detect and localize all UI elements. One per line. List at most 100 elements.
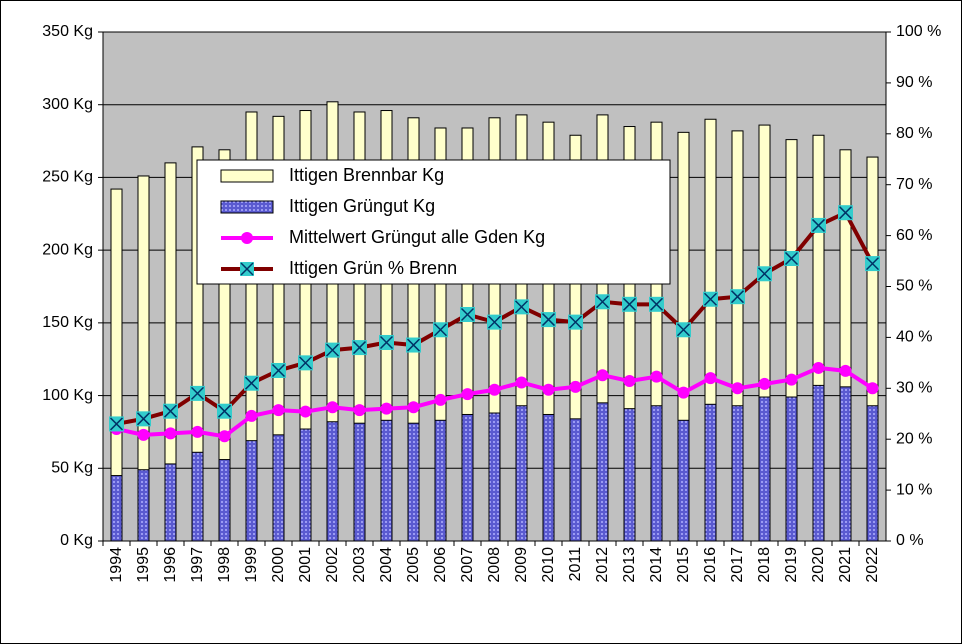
y-tick-label: 200 Kg <box>42 241 93 258</box>
y2-tick-label: 40 % <box>896 329 932 346</box>
x-tick-label: 2004 <box>378 547 395 583</box>
marker-x <box>460 307 475 322</box>
marker-x <box>541 313 556 327</box>
y2-tick-label: 50 % <box>896 278 932 295</box>
bar <box>488 412 501 542</box>
x-tick-label: 2014 <box>648 547 665 583</box>
bar <box>245 440 258 542</box>
x-tick-label: 2016 <box>702 547 719 583</box>
bar <box>731 405 744 542</box>
marker <box>677 386 690 399</box>
marker-x <box>676 323 691 337</box>
marker-x <box>784 251 799 266</box>
marker <box>326 401 339 414</box>
x-tick-label: 2011 <box>567 547 584 582</box>
x-tick-label: 2001 <box>297 547 314 583</box>
marker <box>839 364 852 377</box>
x-tick-label: 1995 <box>135 547 152 583</box>
marker-x <box>406 338 421 352</box>
legend-label: Mittelwert Grüngut alle Gden Kg <box>289 227 545 247</box>
legend-box <box>196 159 671 285</box>
bar <box>191 451 204 542</box>
bar <box>866 405 879 542</box>
bar <box>353 422 366 542</box>
legend-swatch <box>220 200 274 214</box>
marker <box>569 380 582 393</box>
marker-x <box>136 412 151 426</box>
x-tick-label: 2009 <box>513 547 530 583</box>
marker-x <box>244 376 259 390</box>
marker <box>542 383 555 396</box>
y-tick-label: 250 Kg <box>42 169 93 186</box>
x-tick-label: 2015 <box>675 547 692 583</box>
bar <box>542 413 555 542</box>
marker-x <box>163 404 178 418</box>
y2-tick-label: 100 % <box>896 23 941 40</box>
y2-tick-label: 90 % <box>896 74 932 91</box>
x-tick-label: 1998 <box>216 547 233 583</box>
x-tick-label: 1996 <box>162 547 179 583</box>
bar <box>380 419 393 542</box>
x-tick-label: 2012 <box>594 547 611 583</box>
x-tick-label: 2020 <box>810 547 827 583</box>
x-tick-label: 2005 <box>405 547 422 583</box>
bar <box>110 475 123 542</box>
bar <box>623 408 636 542</box>
marker <box>164 427 177 440</box>
marker-x <box>352 341 367 355</box>
marker <box>785 373 798 386</box>
bar <box>596 402 609 542</box>
y-tick-label: 100 Kg <box>42 387 93 404</box>
marker-x <box>325 343 340 357</box>
marker-x <box>838 206 853 220</box>
marker-x <box>730 290 745 304</box>
bar <box>326 421 339 542</box>
y-tick-label: 0 Kg <box>60 532 93 549</box>
x-tick-label: 1997 <box>189 547 206 583</box>
x-tick-label: 2018 <box>756 547 773 583</box>
marker-x <box>622 297 637 311</box>
bar <box>812 384 825 542</box>
y2-tick-label: 60 % <box>896 227 932 244</box>
bar <box>839 386 852 542</box>
legend-marker-x <box>240 262 254 276</box>
marker-x <box>433 323 448 337</box>
bar <box>407 422 420 542</box>
x-tick-label: 2002 <box>324 547 341 583</box>
marker <box>353 404 366 417</box>
bar <box>650 405 663 542</box>
x-tick-label: 2022 <box>864 547 881 583</box>
y2-tick-label: 30 % <box>896 380 932 397</box>
x-tick-label: 2019 <box>783 547 800 583</box>
y-tick-label: 350 Kg <box>42 23 93 40</box>
marker <box>758 377 771 390</box>
marker-x <box>514 300 529 314</box>
marker <box>515 376 528 389</box>
x-tick-label: 2003 <box>351 547 368 583</box>
bar <box>569 418 582 542</box>
marker-x <box>811 218 826 232</box>
marker <box>218 430 231 443</box>
marker-x <box>379 335 394 350</box>
y-tick-label: 300 Kg <box>42 96 93 113</box>
legend-label: Ittigen Brennbar Kg <box>289 165 444 185</box>
legend-label: Ittigen Grün % Brenn <box>289 258 457 278</box>
x-tick-label: 2017 <box>729 547 746 583</box>
x-tick-label: 2021 <box>837 547 854 583</box>
legend-label: Ittigen Grüngut Kg <box>289 196 435 216</box>
marker-x <box>109 417 124 431</box>
x-tick-label: 2010 <box>540 547 557 583</box>
x-tick-label: 2006 <box>432 547 449 583</box>
legend-swatch <box>220 169 274 183</box>
x-tick-label: 1999 <box>243 547 260 583</box>
marker-x <box>865 257 880 271</box>
marker <box>596 369 609 382</box>
marker <box>434 393 447 406</box>
x-tick-label: 1994 <box>108 547 125 583</box>
y2-tick-label: 0 % <box>896 532 924 549</box>
bar <box>515 405 528 542</box>
marker-x <box>595 295 610 309</box>
legend-marker <box>241 232 253 244</box>
bar <box>164 463 177 542</box>
